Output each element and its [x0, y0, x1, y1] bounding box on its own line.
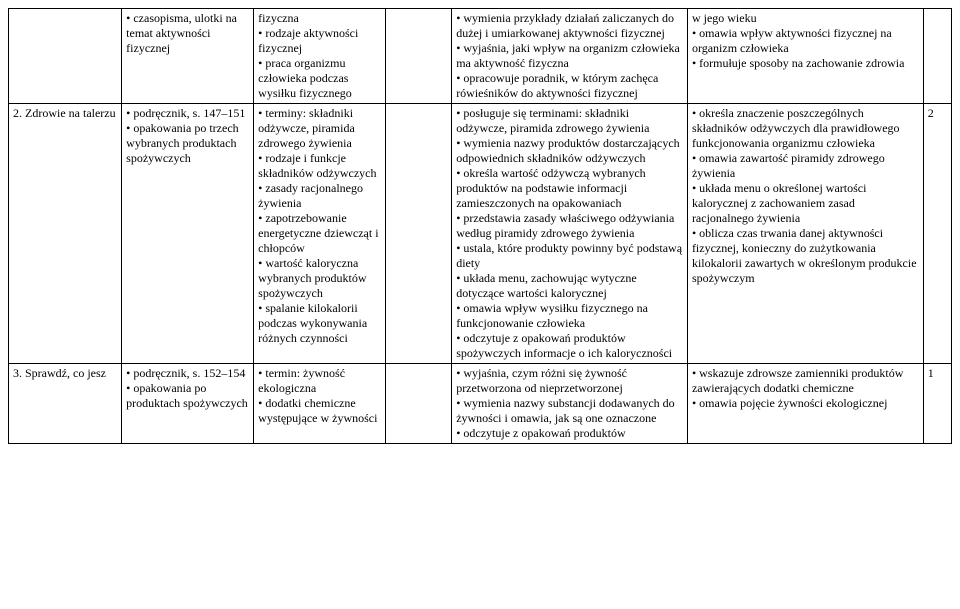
- cell-concepts: fizyczna • rodzaje aktywności fizycznej …: [254, 9, 386, 104]
- cell-empty: [386, 104, 452, 364]
- cell-materials: • podręcznik, s. 147–151 • opakowania po…: [122, 104, 254, 364]
- cell-concepts: • termin: żywność ekologiczna • dodatki …: [254, 364, 386, 444]
- table-row: 3. Sprawdź, co jesz • podręcznik, s. 152…: [9, 364, 952, 444]
- cell-hours: 2: [923, 104, 951, 364]
- cell-topic: 3. Sprawdź, co jesz: [9, 364, 122, 444]
- cell-basic: • wymienia przykłady działań zaliczanych…: [452, 9, 688, 104]
- cell-basic: • wyjaśnia, czym różni się żywność przet…: [452, 364, 688, 444]
- cell-hours: [923, 9, 951, 104]
- cell-topic: 2. Zdrowie na talerzu: [9, 104, 122, 364]
- cell-topic: [9, 9, 122, 104]
- curriculum-table: • czasopisma, ulotki na temat aktywności…: [8, 8, 952, 444]
- table-row: 2. Zdrowie na talerzu • podręcznik, s. 1…: [9, 104, 952, 364]
- table-row: • czasopisma, ulotki na temat aktywności…: [9, 9, 952, 104]
- cell-concepts: • terminy: składniki odżywcze, piramida …: [254, 104, 386, 364]
- cell-materials: • czasopisma, ulotki na temat aktywności…: [122, 9, 254, 104]
- table-body: • czasopisma, ulotki na temat aktywności…: [9, 9, 952, 444]
- cell-empty: [386, 9, 452, 104]
- cell-extended: w jego wieku • omawia wpływ aktywności f…: [687, 9, 923, 104]
- cell-basic: • posługuje się terminami: składniki odż…: [452, 104, 688, 364]
- cell-empty: [386, 364, 452, 444]
- cell-hours: 1: [923, 364, 951, 444]
- cell-extended: • wskazuje zdrowsze zamienniki produktów…: [687, 364, 923, 444]
- cell-materials: • podręcznik, s. 152–154 • opakowania po…: [122, 364, 254, 444]
- cell-extended: • określa znaczenie poszczególnych skład…: [687, 104, 923, 364]
